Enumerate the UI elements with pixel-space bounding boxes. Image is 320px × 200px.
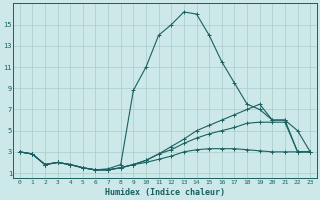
X-axis label: Humidex (Indice chaleur): Humidex (Indice chaleur) [105, 188, 225, 197]
